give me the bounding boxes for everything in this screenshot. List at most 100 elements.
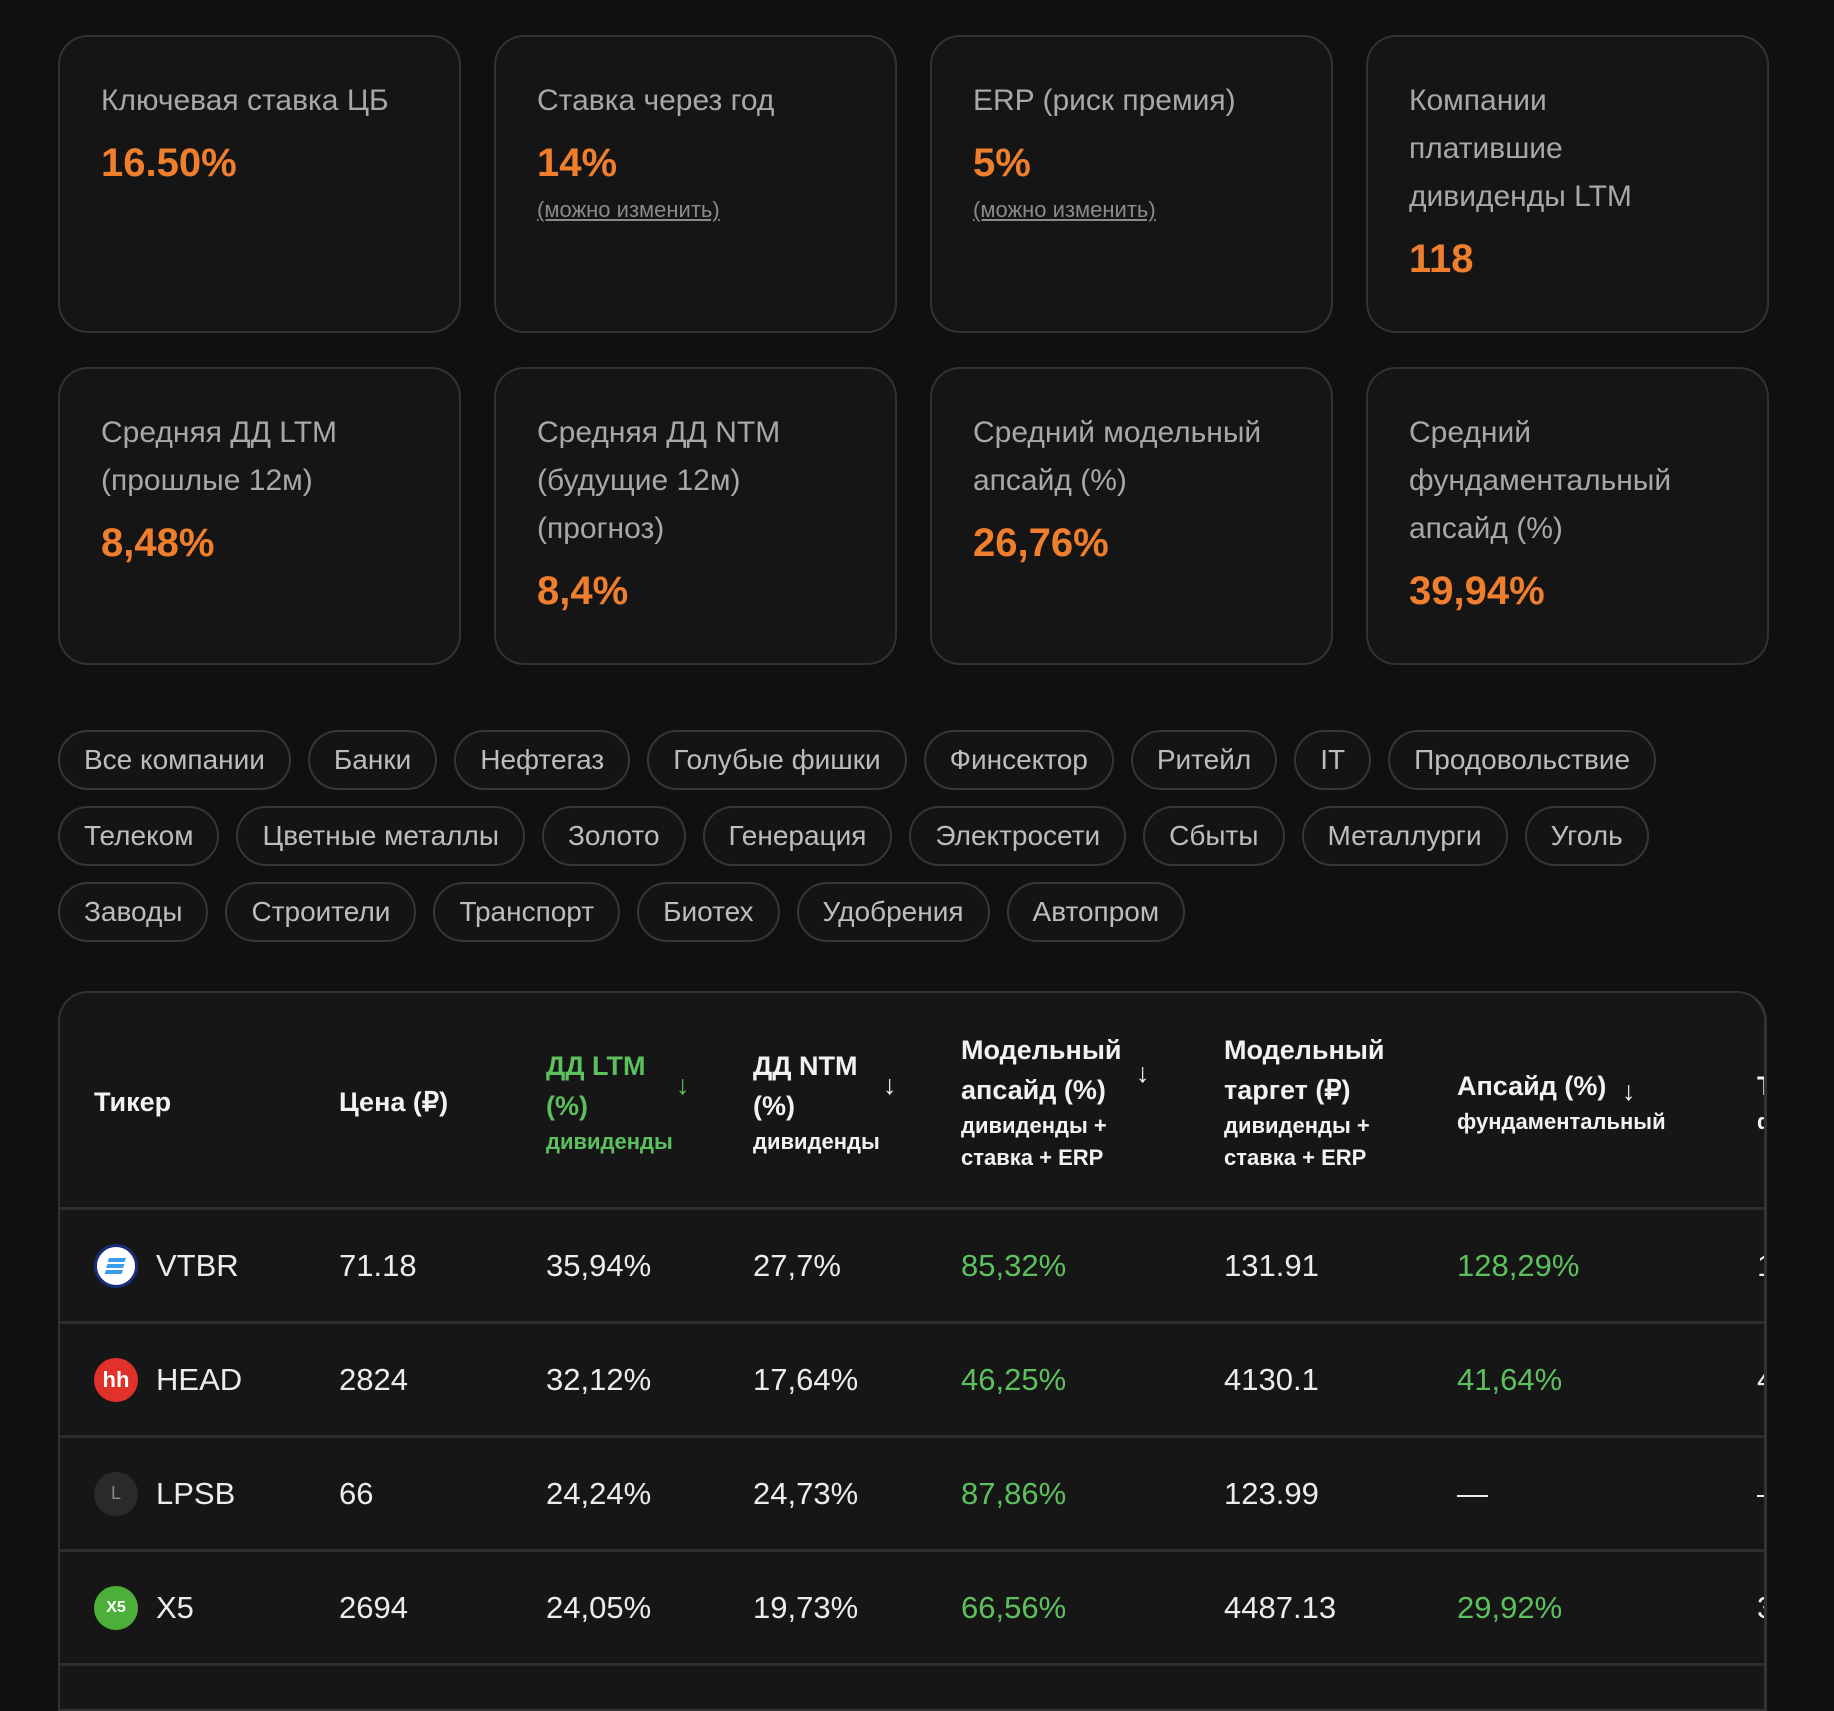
column-subtitle: ф xyxy=(1757,1106,1764,1138)
cell-dd-ntm: 17,64% xyxy=(753,1361,859,1397)
column-header-dd-ntm[interactable]: ДД NTM (%) дивиденды ↓ xyxy=(753,993,903,1210)
filter-chip[interactable]: IT xyxy=(1294,730,1372,790)
column-subtitle: дивиденды + ставка + ERP xyxy=(1224,1112,1370,1170)
letter-logo-icon: L xyxy=(94,1471,138,1516)
cell-dd-ltm: 32,12% xyxy=(546,1361,652,1397)
column-subtitle: дивиденды xyxy=(753,1128,880,1154)
column-title: ДД NTM (%) xyxy=(753,1050,858,1121)
table-row[interactable]: hh HEAD 2824 32,12% 17,64% 46,25% 4130.1 41,64%… xyxy=(60,1324,1764,1438)
table-row[interactable]: X5 X5 2694 24,05% 19,73% 66,56% 4487.13 29,92% 3 xyxy=(60,1552,1764,1666)
column-header-dd-ltm[interactable]: ДД LTM (%) дивиденды ↓ xyxy=(546,993,696,1210)
ticker-label[interactable]: HEAD xyxy=(156,1361,243,1397)
filter-chip[interactable]: Электросети xyxy=(909,806,1127,866)
ticker-label[interactable]: VTBR xyxy=(156,1247,239,1283)
card-key-rate: Ключевая ставка ЦБ 16.50% xyxy=(58,35,461,333)
column-title: ДД LTM (%) xyxy=(546,1050,646,1121)
ticker-label[interactable]: X5 xyxy=(156,1589,194,1625)
column-title: Цена (₽) xyxy=(339,1086,449,1117)
filter-chip[interactable]: Телеком xyxy=(58,806,220,866)
column-title: Тикер xyxy=(94,1086,172,1117)
filter-chip[interactable]: Удобрения xyxy=(796,882,990,942)
table-row[interactable]: L LPSB 66 24,24% 24,73% 87,86% 123.99 — — xyxy=(60,1438,1764,1552)
filter-chip[interactable]: Банки xyxy=(307,730,438,790)
cell-model-target: 4487.13 xyxy=(1224,1589,1337,1625)
card-value: 8,48% xyxy=(101,521,215,565)
card-value: 39,94% xyxy=(1409,569,1545,613)
filter-chip[interactable]: Нефтегаз xyxy=(454,730,631,790)
cell-ticker: VTBR xyxy=(94,1210,239,1321)
table-header: Тикер Цена (₽) ДД LTM (%) дивиденды ↓ ДД NTM … xyxy=(60,993,1764,1210)
card-value: 118 xyxy=(1409,237,1474,281)
card-label: Ставка через год xyxy=(537,84,775,117)
cell-model-upside: 87,86% xyxy=(961,1475,1067,1511)
column-header-model-upside[interactable]: Модельный апсайд (%) дивиденды + ставка +… xyxy=(961,993,1161,1210)
card-avg-dy-ltm: Средняя ДД LTM (прошлые 12м) 8,48% xyxy=(58,367,461,665)
edit-rate-link[interactable]: (можно изменить) xyxy=(537,197,720,222)
filter-chip[interactable]: Биотех xyxy=(637,882,780,942)
card-label: Ключевая ставка ЦБ xyxy=(101,84,389,117)
cell-dd-ntm: 24,73% xyxy=(753,1475,859,1511)
cell-price: 2824 xyxy=(339,1361,408,1397)
ticker-label[interactable]: LPSB xyxy=(156,1475,236,1511)
sort-arrow-icon[interactable]: ↓ xyxy=(1136,1058,1150,1088)
filter-chip[interactable]: Строители xyxy=(225,882,417,942)
card-value: 8,4% xyxy=(537,569,629,613)
column-header-model-target[interactable]: Модельный таргет (₽) дивиденды + ставка +… xyxy=(1224,993,1424,1210)
card-label: Средняя ДД LTM (прошлые 12м) xyxy=(101,416,338,497)
column-subtitle: дивиденды xyxy=(546,1128,673,1154)
cell-clipped: 4 xyxy=(1757,1324,1764,1435)
hh-logo-icon: hh xyxy=(94,1357,138,1402)
column-header-clipped[interactable]: Тф xyxy=(1757,993,1764,1210)
card-label: ERP (риск премия) xyxy=(973,84,1236,117)
filter-chip[interactable]: Все компании xyxy=(58,730,291,790)
filter-chip[interactable]: Цветные металлы xyxy=(236,806,525,866)
cell-clipped: 3 xyxy=(1757,1552,1764,1663)
cell-model-upside: 66,56% xyxy=(961,1589,1067,1625)
cell-ticker: hh HEAD xyxy=(94,1324,242,1435)
column-subtitle: фундаментальный xyxy=(1457,1108,1666,1134)
summary-cards: Ключевая ставка ЦБ 16.50% Ставка через г… xyxy=(58,35,1769,665)
edit-erp-link[interactable]: (можно изменить) xyxy=(973,197,1156,222)
filter-chip[interactable]: Генерация xyxy=(702,806,893,866)
filter-chip[interactable]: Продовольствие xyxy=(1388,730,1657,790)
x5-logo-icon: X5 xyxy=(94,1585,138,1630)
cell-clipped: — xyxy=(1757,1438,1764,1549)
filter-chip[interactable]: Уголь xyxy=(1524,806,1649,866)
card-avg-dy-ntm: Средняя ДД NTM (будущие 12м) (прогноз) 8… xyxy=(494,367,897,665)
sort-arrow-icon[interactable]: ↓ xyxy=(1622,1076,1636,1106)
filter-chip[interactable]: Голубые фишки xyxy=(647,730,907,790)
filter-chip[interactable]: Сбыты xyxy=(1143,806,1285,866)
cell-upside: — xyxy=(1457,1475,1488,1511)
filter-chip[interactable]: Финсектор xyxy=(923,730,1114,790)
column-title: Апсайд (%) xyxy=(1457,1070,1607,1101)
cell-model-target: 4130.1 xyxy=(1224,1361,1319,1397)
sort-arrow-icon[interactable]: ↓ xyxy=(676,1070,690,1100)
filter-chip[interactable]: Автопром xyxy=(1006,882,1186,942)
column-header-upside[interactable]: Апсайд (%) фундаментальный ↓ xyxy=(1457,993,1717,1210)
cell-model-target: 123.99 xyxy=(1224,1475,1319,1511)
cell-upside: 41,64% xyxy=(1457,1361,1563,1397)
filter-chip[interactable]: Ритейл xyxy=(1130,730,1278,790)
sort-arrow-icon[interactable]: ↓ xyxy=(883,1070,897,1100)
stocks-table: Тикер Цена (₽) ДД LTM (%) дивиденды ↓ ДД NTM … xyxy=(58,991,1767,1711)
filter-chip[interactable]: Заводы xyxy=(58,882,209,942)
cell-upside: 128,29% xyxy=(1457,1247,1580,1283)
card-rate-next-year: Ставка через год 14% (можно изменить) xyxy=(494,35,897,333)
table-row[interactable]: VTBR 71.18 35,94% 27,7% 85,32% 131.91 128,29% 1 xyxy=(60,1210,1764,1324)
card-value: 14% xyxy=(537,141,618,185)
column-header-price[interactable]: Цена (₽) xyxy=(339,993,539,1210)
card-value: 5% xyxy=(973,141,1031,185)
column-title: Т xyxy=(1757,1071,1764,1101)
filter-chip[interactable]: Металлурги xyxy=(1301,806,1508,866)
sector-filters: Все компании Банки Нефтегаз Голубые фишки Фи… xyxy=(58,730,1778,942)
filter-chip[interactable]: Золото xyxy=(541,806,686,866)
card-avg-fund-upside: Средний фундаментальный апсайд (%) 39,94… xyxy=(1366,367,1769,665)
card-value: 16.50% xyxy=(101,141,237,185)
cell-clipped: 1 xyxy=(1757,1210,1764,1321)
cell-model-upside: 85,32% xyxy=(961,1247,1067,1283)
filter-chip[interactable]: Транспорт xyxy=(433,882,621,942)
vtb-logo-icon xyxy=(94,1243,138,1288)
vtb-logo-icon xyxy=(104,1257,126,1274)
column-title: Модельный апсайд (%) xyxy=(961,1034,1122,1105)
column-header-ticker[interactable]: Тикер xyxy=(94,993,334,1210)
